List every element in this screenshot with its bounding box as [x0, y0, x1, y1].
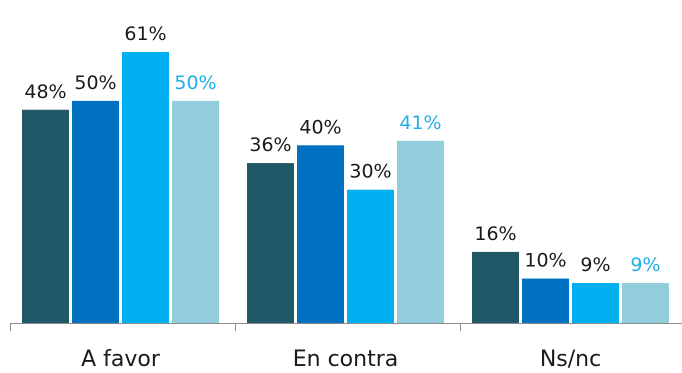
data-label-1-2: 50%: [74, 72, 116, 94]
category-label-1: A favor: [81, 347, 161, 372]
data-label-1-1: 48%: [24, 81, 66, 103]
category-label-2: En contra: [293, 347, 399, 372]
bar-1-2: [72, 100, 119, 323]
bar-2-4: [397, 140, 444, 323]
category-label-3: Ns/nc: [540, 347, 601, 372]
data-label-2-3: 30%: [349, 161, 391, 183]
bars-layer: [22, 52, 669, 324]
data-label-1-3: 61%: [124, 23, 166, 45]
data-label-2-1: 36%: [249, 134, 291, 156]
data-label-3-1: 16%: [474, 223, 516, 245]
bar-1-4: [172, 100, 219, 323]
bar-2-2: [297, 145, 344, 323]
data-label-2-2: 40%: [299, 116, 341, 138]
bar-3-3: [572, 283, 619, 323]
bar-1-3: [122, 52, 169, 323]
data-label-2-4: 41%: [399, 112, 441, 134]
bar-1-1: [22, 109, 69, 324]
bar-2-1: [247, 163, 294, 323]
bar-2-3: [347, 189, 394, 323]
bar-3-1: [472, 251, 519, 323]
x-axis: [10, 323, 682, 331]
data-label-3-2: 10%: [524, 250, 566, 272]
bar-3-4: [622, 283, 669, 323]
data-label-3-4: 9%: [630, 254, 660, 276]
data-label-3-3: 9%: [580, 254, 610, 276]
bar-3-2: [522, 278, 569, 323]
data-labels-layer: 48% 50% 61% 50% 36% 40% 30% 41% 16% 10% 9% 9%: [24, 23, 660, 276]
data-label-1-4: 50%: [174, 72, 216, 94]
category-labels-layer: A favor En contra Ns/nc: [81, 347, 601, 372]
